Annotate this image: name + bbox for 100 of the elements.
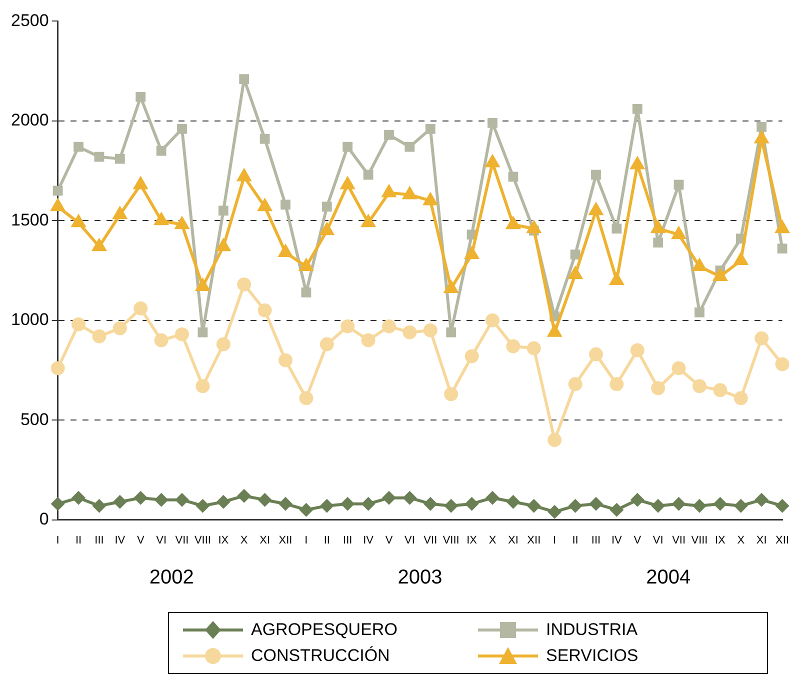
- text: 2002: [149, 566, 194, 588]
- point: [526, 498, 541, 513]
- x-tick-label: VI: [404, 534, 415, 546]
- point: [734, 498, 748, 513]
- point: [672, 361, 686, 376]
- point: [672, 496, 686, 511]
- x-tick-label: VIII: [194, 534, 211, 546]
- point: [216, 494, 230, 509]
- point: [154, 492, 168, 507]
- point: [425, 124, 436, 134]
- y-tick-label: 0: [39, 509, 49, 528]
- point: [50, 361, 65, 376]
- x-tick-label: XI: [756, 534, 767, 546]
- point: [444, 387, 458, 402]
- point: [651, 381, 666, 396]
- point: [154, 333, 168, 348]
- point: [692, 498, 706, 513]
- point: [114, 154, 125, 164]
- x-tick-label: XII: [527, 534, 541, 546]
- x-tick-label: XI: [260, 534, 270, 546]
- point: [713, 496, 728, 511]
- point: [136, 92, 146, 102]
- x-tick-label: IV: [114, 534, 126, 546]
- point: [112, 321, 127, 336]
- point: [423, 496, 438, 511]
- point: [72, 490, 86, 505]
- point: [258, 492, 272, 507]
- point: [446, 327, 456, 338]
- point: [361, 496, 376, 511]
- point: [320, 337, 334, 352]
- y-tick-label: 2000: [10, 110, 49, 130]
- point: [92, 329, 106, 344]
- point: [777, 244, 788, 254]
- legend-label: CONSTRUCCIÓN: [251, 646, 390, 666]
- point: [464, 496, 479, 511]
- x-tick-label: VII: [424, 534, 438, 546]
- point: [444, 498, 458, 513]
- point: [610, 502, 624, 517]
- point: [734, 391, 748, 406]
- point: [218, 206, 228, 216]
- point: [361, 333, 376, 348]
- point: [196, 379, 210, 394]
- point: [548, 504, 562, 519]
- x-tick-label: X: [737, 534, 746, 546]
- x-tick-label: III: [591, 534, 601, 546]
- x-tick-label: III: [343, 534, 352, 546]
- y-tick-label: 1500: [10, 210, 49, 230]
- point: [299, 502, 314, 517]
- point: [485, 490, 500, 505]
- point: [568, 377, 582, 392]
- x-tick-label: X: [240, 534, 248, 546]
- point: [216, 337, 230, 352]
- point: [464, 349, 479, 364]
- x-tick-label: XII: [776, 534, 789, 546]
- point: [692, 379, 706, 394]
- x-tick-label: II: [324, 534, 330, 546]
- point: [382, 490, 396, 505]
- x-tick-label: II: [572, 534, 578, 546]
- point: [694, 307, 704, 318]
- point: [94, 152, 104, 162]
- point: [239, 74, 250, 84]
- point: [775, 357, 790, 372]
- legend-label: INDUSTRIA: [546, 620, 638, 640]
- point: [72, 317, 86, 332]
- x-tick-label: I: [304, 534, 308, 546]
- point: [50, 496, 65, 511]
- x-tick-label: II: [75, 534, 82, 546]
- point: [713, 383, 728, 398]
- point: [402, 490, 417, 505]
- point: [756, 122, 767, 132]
- x-tick-label: VI: [652, 534, 664, 546]
- point: [301, 287, 312, 298]
- legend-label: AGROPESQUERO: [251, 620, 398, 640]
- point: [506, 339, 520, 354]
- point: [175, 327, 190, 342]
- y-tick-label: 500: [20, 410, 49, 429]
- point: [322, 202, 332, 212]
- point: [299, 391, 314, 406]
- point: [320, 498, 334, 513]
- point: [258, 303, 272, 318]
- point: [404, 142, 415, 152]
- point: [237, 277, 252, 292]
- x-tick-label: VI: [156, 534, 167, 546]
- point: [384, 130, 394, 140]
- x-tick-label: I: [56, 534, 60, 546]
- point: [651, 498, 666, 513]
- point: [340, 319, 355, 334]
- x-tick-label: IV: [611, 534, 623, 546]
- x-tick-label: IX: [218, 534, 230, 546]
- point: [653, 238, 664, 248]
- y-tick-label: 1000: [10, 310, 49, 330]
- point: [196, 498, 210, 513]
- point: [363, 170, 374, 180]
- point: [74, 142, 84, 152]
- point: [754, 492, 769, 507]
- point: [134, 490, 148, 505]
- x-tick-label: VII: [672, 534, 686, 546]
- point: [260, 134, 270, 144]
- point: [568, 498, 582, 513]
- point: [177, 124, 187, 134]
